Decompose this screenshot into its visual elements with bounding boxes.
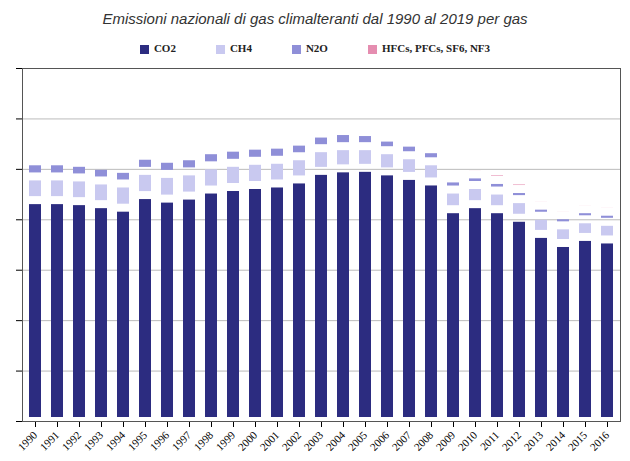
svg-text:2001: 2001 bbox=[257, 429, 281, 453]
svg-text:2003: 2003 bbox=[301, 428, 325, 452]
svg-text:1991: 1991 bbox=[37, 429, 61, 453]
svg-text:2007: 2007 bbox=[389, 428, 413, 452]
svg-text:2000: 2000 bbox=[235, 428, 259, 452]
svg-text:2002: 2002 bbox=[279, 429, 303, 453]
svg-text:1998: 1998 bbox=[191, 428, 215, 452]
svg-text:1994: 1994 bbox=[103, 428, 127, 452]
svg-text:1995: 1995 bbox=[125, 428, 149, 452]
svg-text:1996: 1996 bbox=[147, 428, 171, 452]
svg-text:1993: 1993 bbox=[81, 428, 105, 452]
svg-text:2005: 2005 bbox=[345, 428, 369, 452]
svg-text:2012: 2012 bbox=[499, 429, 523, 453]
svg-text:2010: 2010 bbox=[455, 428, 479, 452]
svg-text:2004: 2004 bbox=[323, 428, 347, 452]
html-text:CO2: CO2 bbox=[153, 42, 176, 54]
svg-text:2006: 2006 bbox=[367, 428, 391, 452]
svg-text:1997: 1997 bbox=[169, 428, 193, 452]
html-text:Emissioni nazionali di gas cli: Emissioni nazionali di gas climalteranti… bbox=[102, 10, 528, 27]
svg-text:2014: 2014 bbox=[543, 428, 567, 452]
html-text:N2O: N2O bbox=[305, 42, 328, 54]
svg-text:2015: 2015 bbox=[565, 428, 589, 452]
svg-text:2011: 2011 bbox=[478, 429, 502, 453]
svg-text:1999: 1999 bbox=[213, 428, 237, 452]
svg-text:1992: 1992 bbox=[59, 429, 83, 453]
svg-text:2013: 2013 bbox=[521, 428, 545, 452]
svg-text:2009: 2009 bbox=[433, 428, 457, 452]
html-text:HFCs, PFCs, SF6, NF3: HFCs, PFCs, SF6, NF3 bbox=[381, 42, 491, 54]
svg-text:2016: 2016 bbox=[587, 428, 611, 452]
svg-text:1990: 1990 bbox=[15, 428, 39, 452]
svg-text:2008: 2008 bbox=[411, 428, 435, 452]
html-text:CH4: CH4 bbox=[229, 42, 252, 54]
